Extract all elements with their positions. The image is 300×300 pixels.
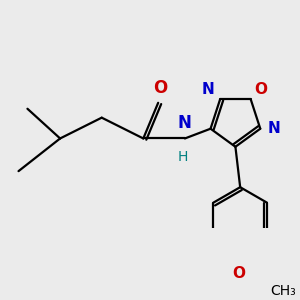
Text: N: N xyxy=(178,114,192,132)
Text: N: N xyxy=(202,82,215,97)
Text: N: N xyxy=(267,121,280,136)
Text: O: O xyxy=(254,82,267,97)
Text: O: O xyxy=(232,266,245,281)
Text: O: O xyxy=(153,79,168,97)
Text: H: H xyxy=(177,150,188,164)
Text: CH₃: CH₃ xyxy=(270,284,296,298)
